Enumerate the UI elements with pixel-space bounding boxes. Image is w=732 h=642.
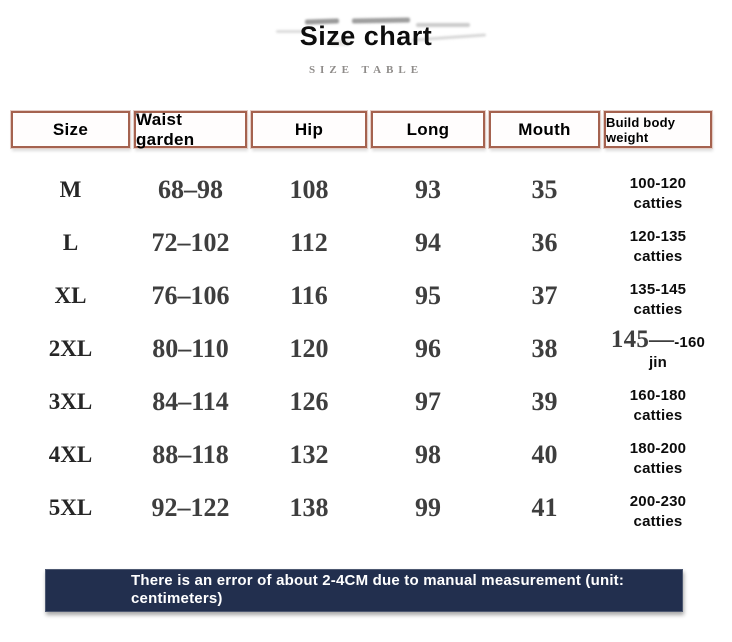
ink-remnant-mark <box>276 30 306 33</box>
mouth-cell: 41 <box>531 492 558 522</box>
size-cell: 5XL <box>48 494 93 520</box>
table-header-row: Size Waist garden Hip Long Mouth Build b… <box>11 110 716 149</box>
weight-cell: 145—-160 jin <box>604 326 712 371</box>
long-cell: 94 <box>415 227 441 257</box>
size-table: Size Waist garden Hip Long Mouth Build b… <box>11 110 716 534</box>
long-cell: 97 <box>415 386 441 416</box>
mouth-cell: 40 <box>531 439 558 469</box>
weight-text: 200-230 catties <box>629 493 687 530</box>
page-subtitle: SIZE TABLE <box>308 64 424 76</box>
waist-cell: 68–98 <box>158 174 223 204</box>
hip-cell: 112 <box>290 227 328 257</box>
measurement-note-line2: centimeters) <box>131 589 223 607</box>
table-row: 5XL 92–122 138 99 41 200-230 catties <box>11 481 716 534</box>
weight-text: 160-180 catties <box>629 387 687 424</box>
size-cell: 2XL <box>48 335 93 361</box>
table-row: 4XL 88–118 132 98 40 180-200 catties <box>11 428 716 481</box>
hip-cell: 120 <box>289 333 329 363</box>
weight-text: 135-145 catties <box>629 281 687 318</box>
waist-cell: 84–114 <box>152 386 229 416</box>
weight-cell: 200-230 catties <box>604 485 712 530</box>
table-row: M 68–98 108 93 35 100-120 catties <box>11 163 716 216</box>
hip-cell: 138 <box>289 492 329 522</box>
long-cell: 98 <box>415 439 441 469</box>
long-cell: 93 <box>415 174 441 204</box>
long-cell: 95 <box>415 280 441 310</box>
waist-cell: 72–102 <box>151 227 230 257</box>
weight-text: 100-120 catties <box>629 175 687 212</box>
table-row: 3XL 84–114 126 97 39 160-180 catties <box>11 375 716 428</box>
weight-cell: 120-135 catties <box>604 220 712 265</box>
waist-cell: 76–106 <box>151 280 230 310</box>
size-cell: M <box>59 176 82 202</box>
measurement-note-line1: There is an error of about 2-4CM due to … <box>131 572 625 589</box>
size-cell: L <box>62 229 79 255</box>
measurement-note-banner: There is an error of about 2-4CM due to … <box>45 569 683 612</box>
hip-cell: 116 <box>290 280 328 310</box>
column-header-long: Long <box>371 111 485 148</box>
table-row: L 72–102 112 94 36 120-135 catties <box>11 216 716 269</box>
table-body: M 68–98 108 93 35 100-120 catties L 72–1… <box>11 163 716 534</box>
mouth-cell: 37 <box>531 280 558 310</box>
long-cell: 99 <box>415 492 441 522</box>
size-cell: 3XL <box>48 388 93 414</box>
weight-cell: 180-200 catties <box>604 432 712 477</box>
column-header-mouth: Mouth <box>489 111 600 148</box>
size-cell: 4XL <box>48 441 93 467</box>
weight-text: -160 jin <box>648 334 706 371</box>
mouth-cell: 36 <box>531 227 558 257</box>
long-cell: 96 <box>415 333 441 363</box>
ink-remnant-mark <box>330 40 350 46</box>
column-header-waist: Waist garden <box>134 110 247 149</box>
waist-cell: 92–122 <box>151 492 230 522</box>
hip-cell: 108 <box>289 174 329 204</box>
hip-cell: 132 <box>289 439 329 469</box>
size-cell: XL <box>54 282 87 308</box>
weight-cell: 160-180 catties <box>604 379 712 424</box>
weight-text: 180-200 catties <box>629 440 687 477</box>
page-title: Size chart <box>299 21 433 51</box>
weight-serif-part: 145— <box>610 326 675 353</box>
weight-text: 120-135 catties <box>629 228 687 265</box>
column-header-weight: Build body weight <box>604 111 712 148</box>
weight-cell: 135-145 catties <box>604 273 712 318</box>
mouth-cell: 35 <box>531 174 558 204</box>
waist-cell: 88–118 <box>152 439 229 469</box>
hip-cell: 126 <box>289 386 329 416</box>
table-row: XL 76–106 116 95 37 135-145 catties <box>11 269 716 322</box>
ink-remnant-mark <box>416 23 470 27</box>
chart-header: Size chart SIZE TABLE <box>0 0 732 77</box>
mouth-cell: 38 <box>531 333 558 363</box>
mouth-cell: 39 <box>531 386 558 416</box>
column-header-size: Size <box>11 111 130 148</box>
column-header-hip: Hip <box>251 111 367 148</box>
table-row: 2XL 80–110 120 96 38 145—-160 jin <box>11 322 716 375</box>
weight-cell: 100-120 catties <box>604 167 712 212</box>
waist-cell: 80–110 <box>152 333 229 363</box>
